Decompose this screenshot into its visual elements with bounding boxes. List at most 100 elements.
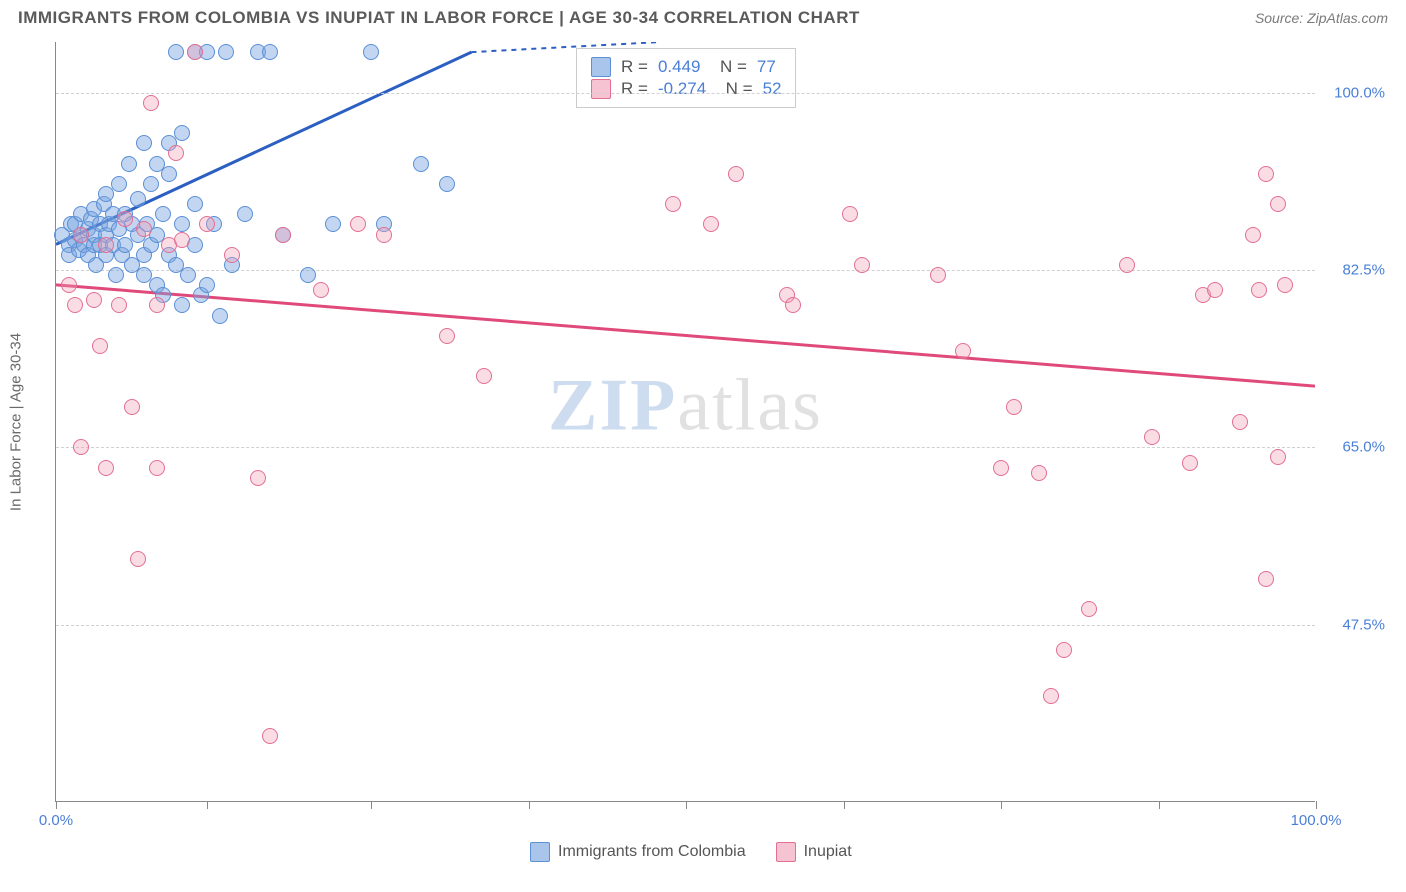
x-tick [56,801,57,809]
data-point [237,206,253,222]
r-value-2: -0.274 [658,79,706,99]
data-point [1081,601,1097,617]
x-tick [844,801,845,809]
data-point [1056,642,1072,658]
data-point [930,267,946,283]
y-tick-label: 47.5% [1325,616,1385,633]
data-point [1270,196,1286,212]
data-point [1277,277,1293,293]
chart-container: In Labor Force | Age 30-34 ZIPatlas R = … [55,42,1390,832]
data-point [1245,227,1261,243]
data-point [61,277,77,293]
chart-source: Source: ZipAtlas.com [1255,10,1388,26]
legend-swatch-1 [591,57,611,77]
data-point [98,460,114,476]
data-point [703,216,719,232]
x-tick-label: 100.0% [1291,812,1342,829]
x-tick [371,801,372,809]
data-point [1144,429,1160,445]
data-point [854,257,870,273]
data-point [1006,399,1022,415]
data-point [300,267,316,283]
data-point [1182,455,1198,471]
data-point [325,216,341,232]
data-point [67,297,83,313]
data-point [199,216,215,232]
gridline [56,447,1315,448]
data-point [1270,449,1286,465]
data-point [439,328,455,344]
data-point [1258,166,1274,182]
data-point [413,156,429,172]
data-point [73,439,89,455]
legend-swatch [530,842,550,862]
data-point [149,460,165,476]
data-point [168,44,184,60]
correlation-legend: R = 0.449 N = 77 R = -0.274 N = 52 [576,48,796,108]
data-point [168,145,184,161]
data-point [174,297,190,313]
data-point [174,216,190,232]
legend-row-series-1: R = 0.449 N = 77 [591,57,781,77]
r-value-1: 0.449 [658,57,701,77]
x-tick [1159,801,1160,809]
data-point [187,44,203,60]
x-tick-label: 0.0% [39,812,73,829]
legend-swatch [776,842,796,862]
data-point [121,156,137,172]
data-point [1251,282,1267,298]
data-point [313,282,329,298]
data-point [1232,414,1248,430]
data-point [174,125,190,141]
y-axis-label: In Labor Force | Age 30-34 [8,332,25,510]
legend-swatch-2 [591,79,611,99]
data-point [275,227,291,243]
data-point [993,460,1009,476]
data-point [117,211,133,227]
watermark: ZIPatlas [548,364,823,449]
data-point [955,343,971,359]
gridline [56,625,1315,626]
data-point [1207,282,1223,298]
data-point [218,44,234,60]
data-point [155,206,171,222]
chart-header: IMMIGRANTS FROM COLOMBIA VS INUPIAT IN L… [0,0,1406,32]
y-tick-label: 100.0% [1325,84,1385,101]
legend-item: Inupiat [776,842,852,862]
x-tick [1316,801,1317,809]
y-tick-label: 82.5% [1325,262,1385,279]
data-point [174,232,190,248]
x-tick [686,801,687,809]
data-point [136,135,152,151]
data-point [187,196,203,212]
legend-label: Inupiat [804,843,852,861]
data-point [439,176,455,192]
data-point [350,216,366,232]
data-point [785,297,801,313]
data-point [728,166,744,182]
data-point [476,368,492,384]
plot-area: In Labor Force | Age 30-34 ZIPatlas R = … [55,42,1315,802]
data-point [108,267,124,283]
data-point [224,247,240,263]
series-legend: Immigrants from ColombiaInupiat [530,842,852,862]
x-tick [1001,801,1002,809]
data-point [149,297,165,313]
data-point [86,292,102,308]
y-tick-label: 65.0% [1325,439,1385,456]
data-point [262,44,278,60]
data-point [98,237,114,253]
data-point [1031,465,1047,481]
x-tick [207,801,208,809]
gridline [56,93,1315,94]
n-value-1: 77 [757,57,776,77]
data-point [376,227,392,243]
n-value-2: 52 [763,79,782,99]
data-point [73,227,89,243]
data-point [143,95,159,111]
data-point [665,196,681,212]
data-point [143,176,159,192]
data-point [130,191,146,207]
data-point [130,551,146,567]
data-point [111,176,127,192]
